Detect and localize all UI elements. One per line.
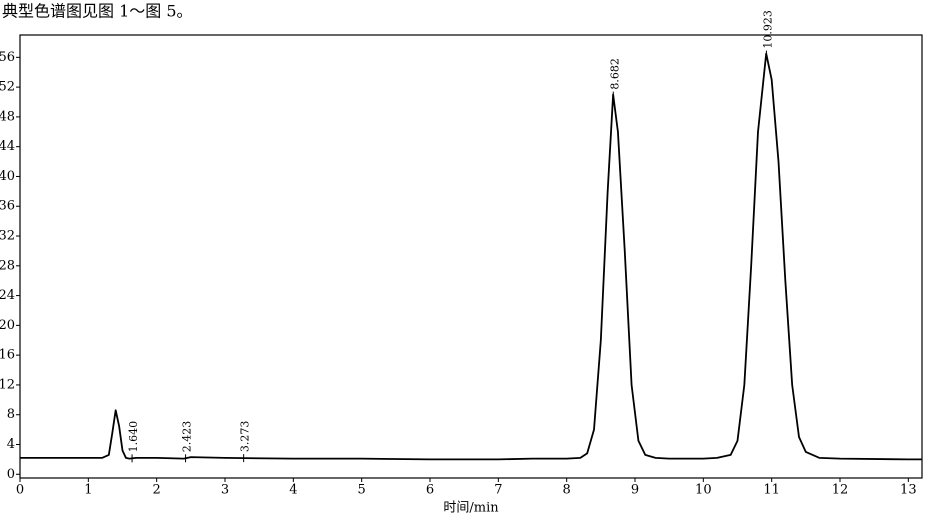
chromatogram-line xyxy=(20,52,922,461)
y-tick-label: 20 xyxy=(0,318,15,333)
plot-frame xyxy=(19,34,923,479)
peak-label: 2.423 xyxy=(181,421,194,453)
x-tick-label: 1 xyxy=(84,483,92,498)
y-tick-label: 16 xyxy=(0,348,15,363)
y-tick-label: 8 xyxy=(7,407,15,422)
y-tick-label: 32 xyxy=(0,229,15,244)
y-tick-label: 52 xyxy=(0,80,15,95)
y-tick-label: 44 xyxy=(0,139,15,154)
y-tick-label: 0 xyxy=(7,467,15,482)
y-tick-label: 48 xyxy=(0,109,15,124)
peak-label: 1.640 xyxy=(127,421,140,453)
x-tick-label: 0 xyxy=(16,483,24,498)
x-tick-label: 4 xyxy=(289,483,297,498)
x-tick-label: 3 xyxy=(221,483,229,498)
peak-label: 3.273 xyxy=(239,421,252,453)
y-tick-label: 36 xyxy=(0,199,15,214)
x-axis-label: 时间/min xyxy=(443,501,499,516)
x-tick-label: 10 xyxy=(695,483,712,498)
x-tick-label: 7 xyxy=(494,483,502,498)
x-tick-label: 6 xyxy=(426,483,434,498)
x-tick-label: 5 xyxy=(358,483,366,498)
y-tick-label: 28 xyxy=(0,258,15,273)
y-tick-label: 12 xyxy=(0,377,15,392)
peak-label: 8.682 xyxy=(608,58,621,90)
x-tick-label: 12 xyxy=(832,483,849,498)
x-tick-label: 2 xyxy=(153,483,161,498)
peak-label: 10.923 xyxy=(761,10,774,49)
y-tick-label: 40 xyxy=(0,169,15,184)
x-tick-label: 11 xyxy=(763,483,780,498)
y-tick-label: 56 xyxy=(0,50,15,65)
y-tick-label: 24 xyxy=(0,288,15,303)
x-tick-label: 13 xyxy=(900,483,917,498)
x-tick-label: 8 xyxy=(563,483,571,498)
heading: 典型色谱图见图 1～图 5。 xyxy=(2,2,193,21)
y-tick-label: 4 xyxy=(7,437,15,452)
x-tick-label: 9 xyxy=(631,483,639,498)
